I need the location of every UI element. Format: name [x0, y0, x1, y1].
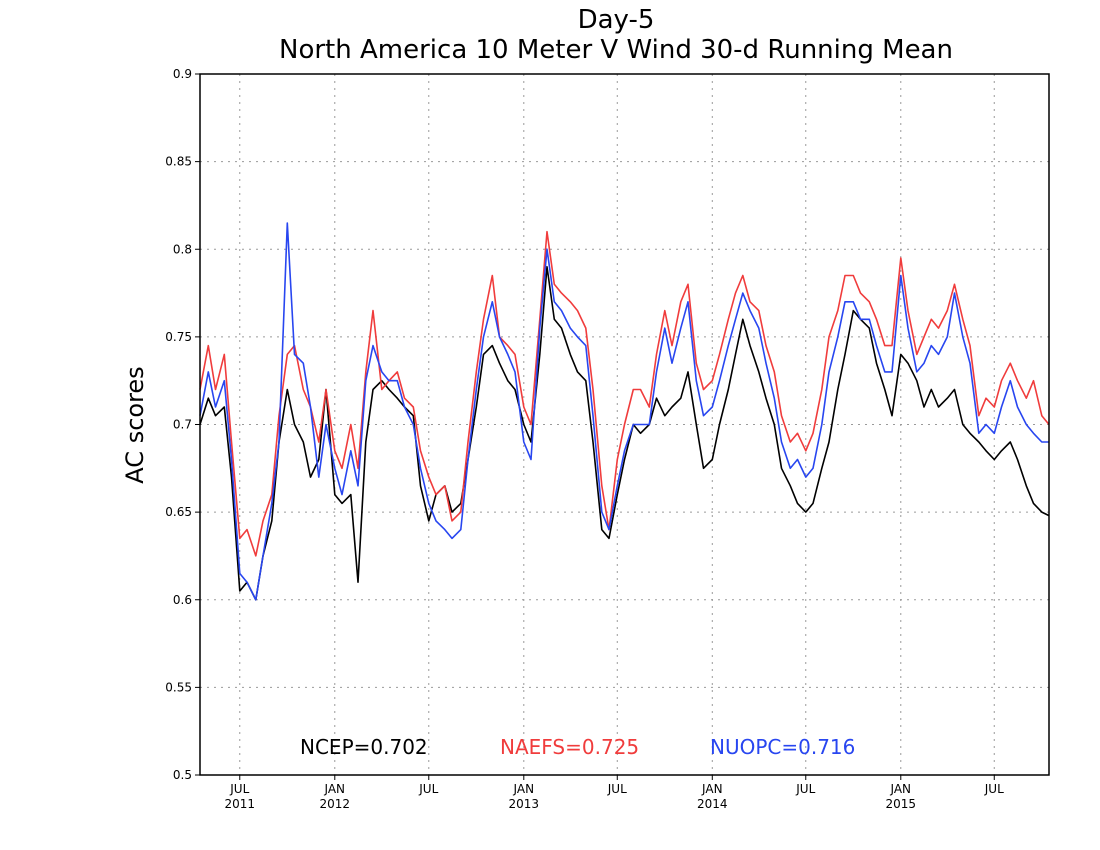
y-tick-label: 0.7	[173, 418, 192, 432]
series-line-ncep	[199, 265, 1050, 601]
x-tick-year-label: 2014	[697, 797, 728, 811]
series-line-nuopc	[199, 222, 1049, 601]
x-tick-label: JUL	[229, 782, 249, 796]
x-tick-label: JUL	[418, 782, 438, 796]
y-tick-label: 0.6	[173, 593, 192, 607]
y-axis-label: AC scores	[121, 366, 149, 483]
y-tick-label: 0.55	[165, 680, 192, 694]
y-tick-label: 0.85	[165, 155, 192, 169]
y-tick-label: 0.9	[173, 67, 192, 81]
y-tick-label: 0.65	[165, 505, 192, 519]
legend-naefs: NAEFS=0.725	[500, 735, 639, 759]
y-tick-label: 0.5	[173, 768, 192, 782]
legend-ncep: NCEP=0.702	[300, 735, 428, 759]
x-tick-year-label: 2011	[224, 797, 255, 811]
chart-title: Day-5	[578, 5, 655, 35]
legend: NCEP=0.702 NAEFS=0.725 NUOPC=0.716	[300, 735, 855, 759]
y-tick-label: 0.75	[165, 330, 192, 344]
x-tick-label: JUL	[607, 782, 627, 796]
x-tick-year-label: 2012	[320, 797, 351, 811]
x-tick-label: JUL	[795, 782, 815, 796]
x-tick-label: JAN	[701, 782, 723, 796]
x-tick-label: JUL	[984, 782, 1004, 796]
chart-subtitle: North America 10 Meter V Wind 30-d Runni…	[279, 35, 953, 65]
series-layer	[199, 222, 1050, 601]
x-tick-label: JAN	[513, 782, 535, 796]
x-tick-label: JAN	[324, 782, 346, 796]
y-ticks-layer: 0.5 0.55 0.6 0.65 0.7 0.75 0.8 0.85 0.9	[165, 67, 200, 782]
y-tick-label: 0.8	[173, 242, 192, 256]
x-tick-year-label: 2013	[509, 797, 540, 811]
x-tick-label: JAN	[890, 782, 912, 796]
x-tick-year-label: 2015	[886, 797, 917, 811]
series-line-naefs	[199, 230, 1050, 557]
legend-nuopc: NUOPC=0.716	[710, 735, 855, 759]
